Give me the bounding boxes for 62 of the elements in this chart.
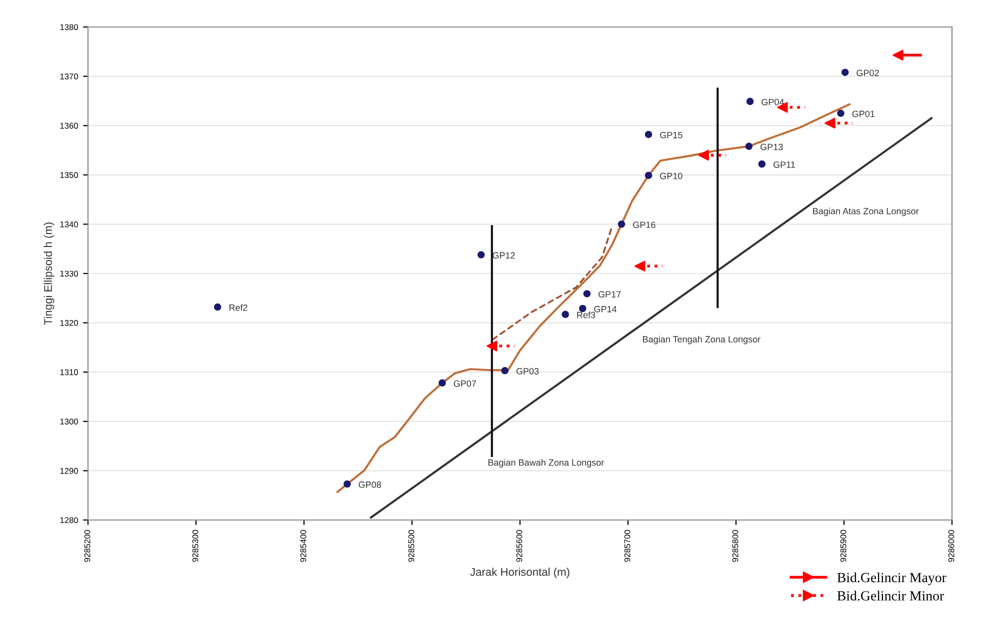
- x-tick-label: 9285700: [624, 530, 630, 562]
- point: [745, 142, 753, 150]
- annotation: GP03: [516, 368, 539, 374]
- y-tick-label: 1290: [60, 468, 78, 474]
- point: [634, 260, 646, 272]
- x-tick-label: 9285400: [300, 530, 306, 562]
- x-tick-label: 9285200: [84, 530, 90, 562]
- point: [644, 130, 652, 138]
- x-tick-label: 9286000: [948, 530, 954, 562]
- point: [583, 290, 591, 298]
- x-axis-title: Jarak Horisontal (m): [470, 568, 570, 578]
- y-tick-label: 1300: [60, 418, 78, 424]
- y-tick-label: 1340: [60, 221, 78, 228]
- annotation: GP15: [660, 132, 682, 138]
- annotation: GP04: [762, 98, 784, 106]
- y-tick-label: 1380: [60, 24, 78, 30]
- y-tick-label: 1310: [60, 369, 78, 376]
- annotation: GP17: [598, 291, 621, 298]
- annotation: Ref2: [229, 304, 248, 311]
- y-tick-label: 1370: [60, 74, 78, 80]
- point: [486, 340, 498, 352]
- annotation: Bagian Bawah Zona Longsor: [488, 459, 604, 468]
- point: [344, 480, 351, 488]
- x-tick-label: 9285600: [516, 530, 522, 562]
- point: [562, 310, 569, 318]
- point: [438, 379, 446, 387]
- y-tick-label: 1350: [60, 172, 78, 178]
- x-tick-label: 9285800: [732, 530, 738, 562]
- y-axis-title: Tinggi Ellipsoid h (m): [44, 222, 54, 325]
- annotation: GP08: [358, 481, 382, 488]
- annotation: GP10: [660, 172, 682, 180]
- point: [824, 118, 836, 128]
- annotation: GP16: [633, 222, 656, 228]
- point: [841, 68, 849, 76]
- annotation: GP14: [594, 306, 617, 312]
- point: [501, 366, 509, 374]
- x-tick-label: 9285900: [840, 530, 846, 562]
- annotation: Bagian Atas Zona Longsor: [813, 208, 919, 216]
- point: [214, 303, 222, 311]
- annotation: Bagian Tengah Zona Longsor: [643, 336, 760, 344]
- point: [746, 98, 754, 106]
- annotation: GP07: [454, 380, 476, 387]
- x-tick-label: 9285300: [192, 530, 198, 562]
- annotation: GP11: [773, 161, 796, 168]
- y-tick-label: 1280: [60, 517, 78, 524]
- point: [644, 172, 652, 180]
- y-tick-label: 1360: [60, 122, 78, 129]
- x-tick-label: 9285500: [408, 530, 414, 562]
- point: [892, 50, 904, 60]
- point: [477, 251, 485, 258]
- y-tick-label: 1320: [60, 320, 78, 326]
- annotation: GP02: [856, 70, 879, 76]
- annotation: GP01: [852, 110, 875, 118]
- point: [758, 160, 766, 168]
- legend-label: Bid.Gelincir Mayor: [837, 572, 946, 586]
- point: [698, 150, 709, 161]
- y-tick-label: 1330: [60, 270, 78, 277]
- point: [618, 220, 626, 228]
- annotation: GP13: [760, 144, 783, 150]
- legend-label: Bid.Gelincir Minor: [837, 590, 944, 601]
- annotation: Ref3: [577, 312, 596, 318]
- point: [837, 110, 844, 117]
